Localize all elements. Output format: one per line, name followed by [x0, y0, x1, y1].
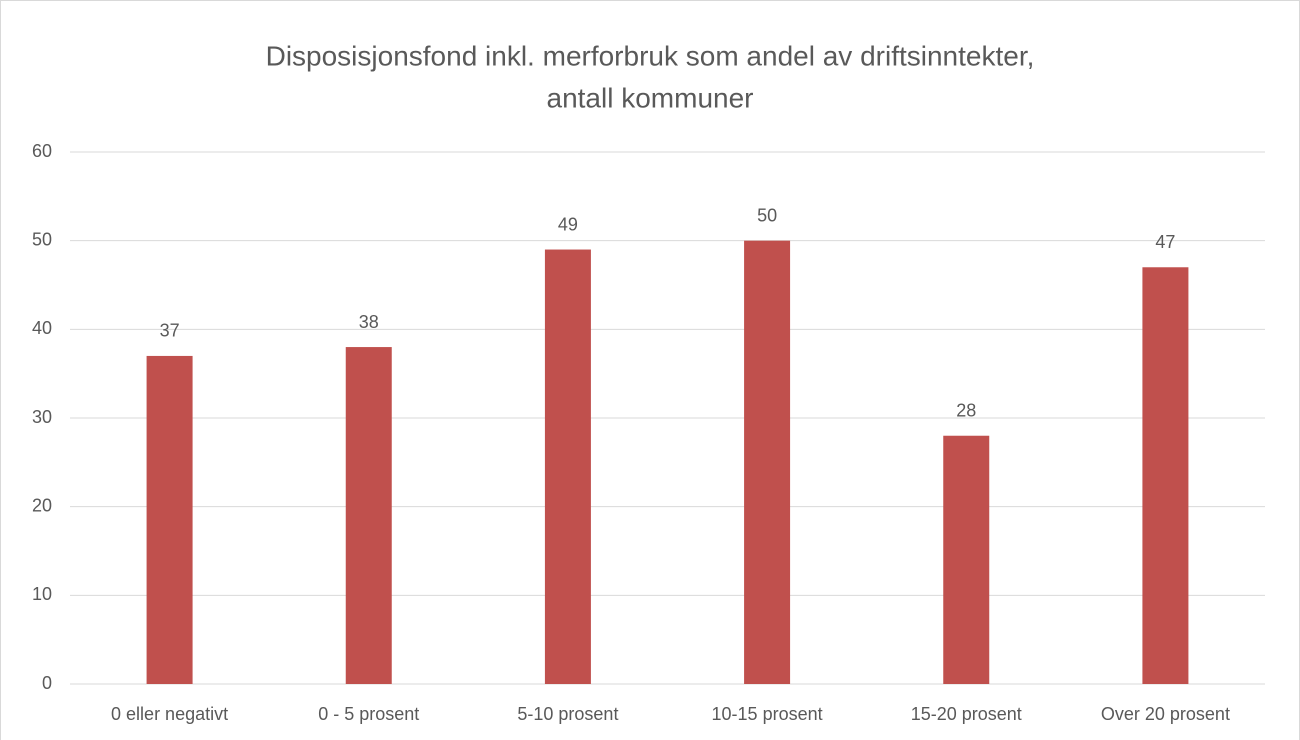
x-tick-label: Over 20 prosent	[1101, 704, 1230, 724]
data-label: 47	[1155, 232, 1175, 252]
x-tick-label: 10-15 prosent	[712, 704, 823, 724]
bar	[744, 240, 791, 684]
y-tick-label: 30	[32, 407, 52, 427]
data-label: 38	[359, 312, 379, 332]
data-label: 28	[956, 400, 976, 420]
y-tick-label: 20	[32, 495, 52, 515]
x-tick-label: 0 eller negativt	[111, 704, 228, 724]
data-label: 50	[757, 205, 777, 225]
y-tick-label: 60	[32, 141, 52, 161]
data-label: 49	[558, 214, 578, 234]
y-tick-label: 0	[42, 673, 52, 693]
x-tick-label: 5-10 prosent	[517, 704, 618, 724]
bar	[943, 435, 990, 684]
x-tick-label: 0 - 5 prosent	[318, 704, 419, 724]
y-tick-label: 50	[32, 229, 52, 249]
bar	[345, 347, 392, 684]
y-tick-label: 40	[32, 318, 52, 338]
x-tick-label: 15-20 prosent	[911, 704, 1022, 724]
bar	[544, 249, 591, 685]
data-label: 37	[160, 321, 180, 341]
bar	[1142, 267, 1189, 684]
bar	[146, 355, 193, 684]
chart-title: Disposisjonsfond inkl. merforbruk som an…	[266, 40, 1035, 71]
y-tick-label: 10	[32, 584, 52, 604]
chart-title: antall kommuner	[547, 82, 754, 113]
